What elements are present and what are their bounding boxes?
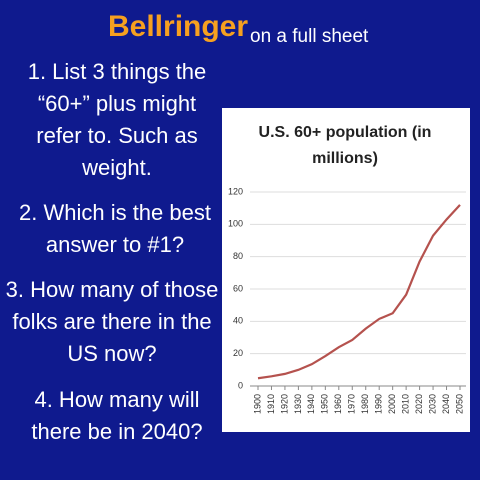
y-tick-label: 0 bbox=[238, 380, 243, 390]
x-tick-label: 1950 bbox=[320, 394, 330, 414]
y-tick-label: 40 bbox=[233, 316, 243, 326]
x-tick-label: 1990 bbox=[374, 394, 384, 414]
x-tick-label: 2040 bbox=[441, 394, 451, 414]
x-tick-label: 1970 bbox=[347, 394, 357, 414]
y-tick-label: 80 bbox=[233, 251, 243, 261]
slide-subtitle: on a full sheet bbox=[250, 26, 369, 47]
x-tick-label: 2050 bbox=[454, 394, 464, 414]
x-tick-label: 2010 bbox=[401, 394, 411, 414]
x-tick-label: 1980 bbox=[360, 394, 370, 414]
x-tick-label: 1910 bbox=[266, 394, 276, 414]
x-tick-label: 2020 bbox=[414, 394, 424, 414]
y-tick-label: 60 bbox=[233, 283, 243, 293]
x-tick-label: 2030 bbox=[427, 394, 437, 414]
data-line bbox=[257, 204, 461, 380]
slide-title: Bellringer bbox=[108, 10, 249, 43]
x-tick-label: 1900 bbox=[252, 394, 262, 414]
chart-title: U.S. 60+ population (in millions) bbox=[258, 124, 432, 167]
y-tick-label: 120 bbox=[228, 186, 243, 196]
question: 1. List 3 things the “60+” plus might re… bbox=[27, 59, 207, 180]
x-tick-label: 1930 bbox=[293, 394, 303, 414]
x-tick-label: 2000 bbox=[387, 394, 397, 414]
x-tick-label: 1960 bbox=[333, 394, 343, 414]
y-tick-label: 20 bbox=[233, 348, 243, 358]
question: 2. Which is the best answer to #1? bbox=[19, 200, 211, 257]
x-tick-label: 1920 bbox=[279, 394, 289, 414]
question: 4. How many will there be in 2040? bbox=[31, 387, 203, 444]
x-tick-label: 1940 bbox=[306, 394, 316, 414]
question: 3. How many of those folks are there in … bbox=[5, 277, 219, 366]
y-tick-label: 100 bbox=[228, 219, 243, 229]
